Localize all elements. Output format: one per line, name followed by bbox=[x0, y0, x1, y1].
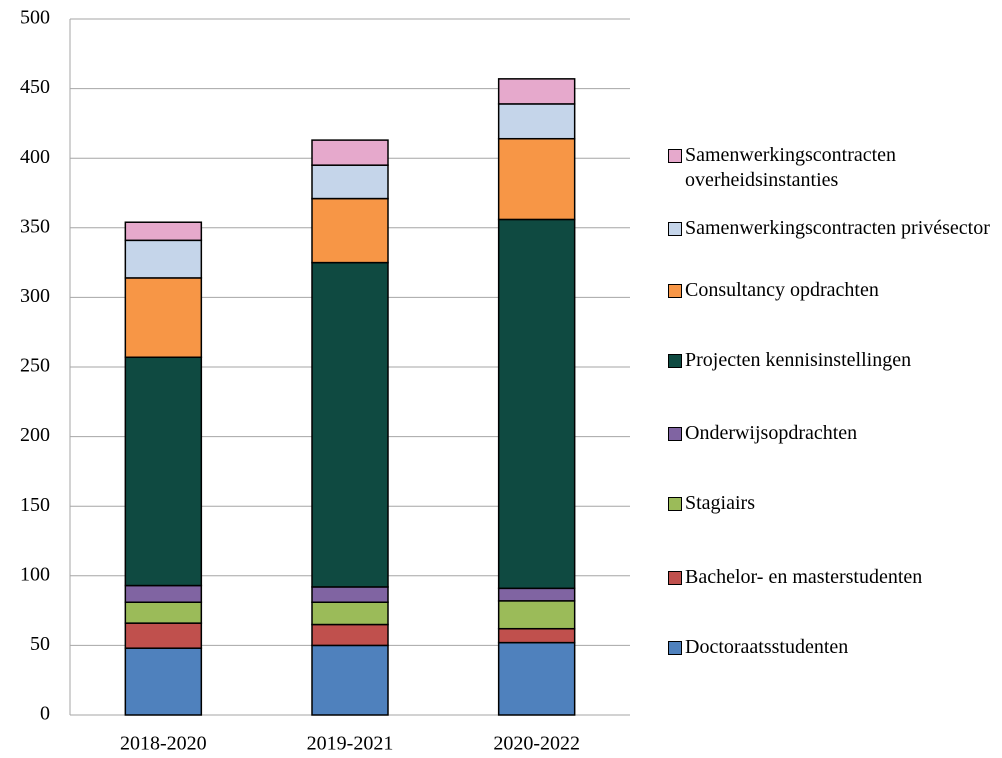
bar-segment bbox=[311, 139, 389, 166]
y-tick-label: 50 bbox=[30, 633, 50, 655]
bar-segment bbox=[311, 586, 389, 603]
bar-segment bbox=[124, 601, 203, 624]
bar-segment bbox=[124, 277, 203, 359]
y-tick-label: 200 bbox=[20, 424, 50, 446]
legend-swatch bbox=[668, 222, 682, 236]
x-tick-label: 2018-2020 bbox=[120, 733, 207, 755]
y-tick-label: 300 bbox=[20, 285, 50, 307]
legend-label: Bachelor- en masterstudenten bbox=[685, 566, 923, 588]
legend-label: Samenwerkingscontracten overheidsinstant… bbox=[685, 144, 897, 191]
legend-item: Stagiairs bbox=[668, 491, 998, 516]
bar-segment bbox=[497, 587, 576, 602]
y-tick-label: 250 bbox=[20, 355, 50, 377]
x-tick-label: 2020-2022 bbox=[493, 733, 580, 755]
legend-label: Consultancy opdrachten bbox=[685, 279, 879, 301]
bar-segment bbox=[124, 239, 203, 279]
legend-item: Consultancy opdrachten bbox=[668, 278, 998, 303]
bar-segment bbox=[124, 584, 203, 603]
legend-item: Samenwerkingscontracten overheidsinstant… bbox=[668, 143, 998, 193]
bar-segment bbox=[124, 622, 203, 649]
bar-segment bbox=[124, 221, 203, 242]
bar-segment bbox=[311, 197, 389, 264]
bar-segment bbox=[497, 78, 576, 105]
x-tick-label: 2019-2021 bbox=[307, 733, 394, 755]
y-tick-label: 350 bbox=[20, 215, 50, 237]
legend-swatch bbox=[668, 354, 682, 368]
legend-label: Projecten kennisinstellingen bbox=[685, 349, 912, 371]
legend-item: Projecten kennisinstellingen bbox=[668, 348, 998, 373]
legend-swatch bbox=[668, 641, 682, 655]
bar-segment bbox=[497, 641, 576, 716]
legend-swatch bbox=[668, 149, 682, 163]
legend-label: Stagiairs bbox=[685, 492, 755, 514]
legend-item: Bachelor- en masterstudenten bbox=[668, 565, 998, 590]
bar-segment bbox=[497, 600, 576, 630]
bar-segment bbox=[311, 164, 389, 200]
legend-swatch bbox=[668, 427, 682, 441]
bar-segment bbox=[311, 261, 389, 588]
y-tick-label: 500 bbox=[20, 7, 50, 29]
bar-segment bbox=[497, 103, 576, 140]
legend-item: Samenwerkingscontracten privésector bbox=[668, 216, 998, 241]
legend-label: Samenwerkingscontracten privésector bbox=[685, 217, 990, 239]
bar-segment bbox=[311, 623, 389, 647]
bar-segment bbox=[311, 644, 389, 716]
bar-segment bbox=[497, 218, 576, 590]
legend-swatch bbox=[668, 571, 682, 585]
bar-segment bbox=[497, 627, 576, 644]
legend-swatch bbox=[668, 497, 682, 511]
y-tick-label: 0 bbox=[40, 703, 50, 725]
legend-swatch bbox=[668, 284, 682, 298]
y-tick-label: 400 bbox=[20, 146, 50, 168]
legend-item: Doctoraatsstudenten bbox=[668, 635, 998, 660]
legend-label: Onderwijsopdrachten bbox=[685, 422, 858, 444]
legend-label: Doctoraatsstudenten bbox=[685, 636, 849, 658]
legend-item: Onderwijsopdrachten bbox=[668, 421, 998, 446]
y-tick-label: 150 bbox=[20, 494, 50, 516]
y-tick-label: 100 bbox=[20, 563, 50, 585]
bar-segment bbox=[124, 356, 203, 587]
bar-segment bbox=[311, 601, 389, 626]
y-tick-label: 450 bbox=[20, 76, 50, 98]
bar-segment bbox=[124, 647, 203, 716]
bar-segment bbox=[497, 137, 576, 221]
